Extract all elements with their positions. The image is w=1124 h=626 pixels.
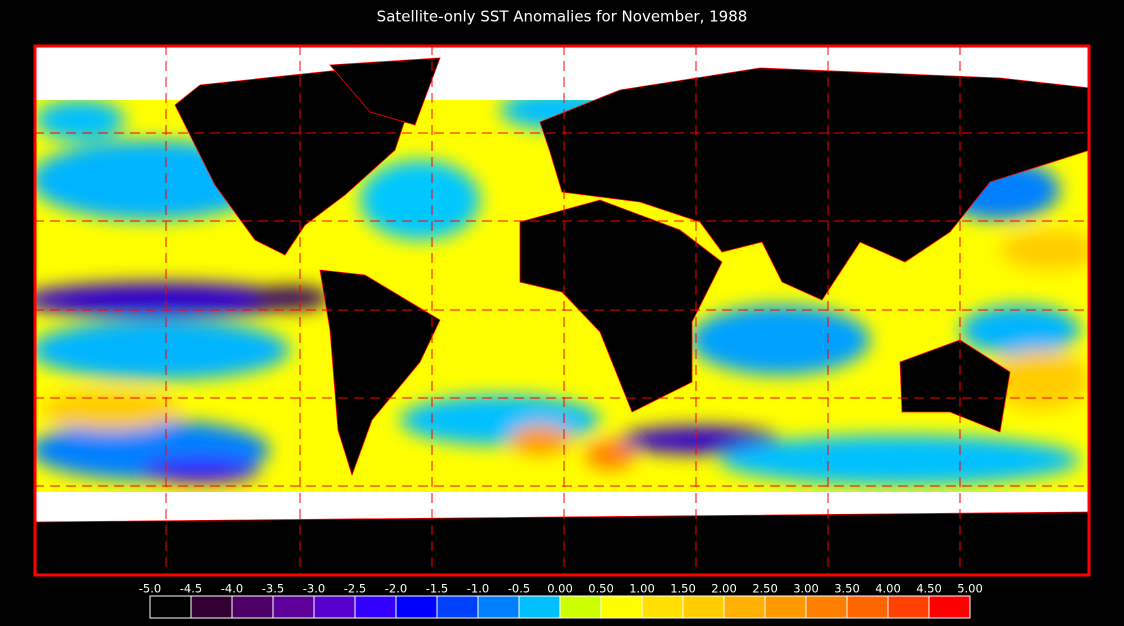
- colorbar-label: -4.5: [180, 582, 202, 596]
- colorbar-label: 3.00: [793, 582, 819, 596]
- map-area: [34, 45, 1090, 576]
- colorbar-segment: [641, 595, 684, 619]
- colorbar-label: 4.50: [916, 582, 942, 596]
- colorbar-label: 1.50: [670, 582, 696, 596]
- colorbar-segment: [436, 595, 479, 619]
- colorbar-label: -5.0: [139, 582, 161, 596]
- colorbar-label: 2.50: [752, 582, 778, 596]
- colorbar-label: -3.5: [262, 582, 284, 596]
- colorbar-segment: [805, 595, 848, 619]
- land: [34, 57, 1090, 576]
- colorbar-segment: [846, 595, 889, 619]
- colorbar: -5.0 -4.5 -4.0 -3.5 -3.0 -2.5 -2.0 -1.5 -1.0 -0.5…: [139, 582, 983, 619]
- colorbar-segment: [682, 595, 725, 619]
- colorbar-label: 3.50: [834, 582, 860, 596]
- colorbar-segment: [477, 595, 520, 619]
- map-frame: [33, 44, 1091, 577]
- colorbar-segment: [928, 595, 971, 619]
- colorbar-label: -1.0: [467, 582, 489, 596]
- anomaly-field: [34, 90, 1090, 485]
- colorbar-segment: [887, 595, 930, 619]
- colorbar-label: 0.50: [588, 582, 614, 596]
- graticule: [34, 45, 1090, 576]
- colorbar-label: -2.0: [385, 582, 407, 596]
- colorbar-segment: [190, 595, 233, 619]
- colorbar-label: -4.0: [221, 582, 243, 596]
- colorbar-segment: [149, 595, 192, 619]
- colorbar-label: 5.00: [957, 582, 983, 596]
- colorbar-label: -3.0: [303, 582, 325, 596]
- colorbar-label: 4.00: [875, 582, 901, 596]
- colorbar-label: -0.5: [508, 582, 530, 596]
- colorbar-segment: [600, 595, 643, 619]
- colorbar-label: -1.5: [426, 582, 448, 596]
- colorbar-label: 0.00: [547, 582, 573, 596]
- colorbar-segment: [354, 595, 397, 619]
- colorbar-segment: [231, 595, 274, 619]
- colorbar-label: 2.00: [711, 582, 737, 596]
- colorbar-segment: [272, 595, 315, 619]
- colorbar-segment: [313, 595, 356, 619]
- map-title: Satellite-only SST Anomalies for Novembe…: [377, 8, 748, 26]
- colorbar-segment: [518, 595, 561, 619]
- colorbar-segment: [395, 595, 438, 619]
- colorbar-segment: [559, 595, 602, 619]
- colorbar-segment: [723, 595, 766, 619]
- colorbar-label: 1.00: [629, 582, 655, 596]
- colorbar-label: -2.5: [344, 582, 366, 596]
- colorbar-segment: [764, 595, 807, 619]
